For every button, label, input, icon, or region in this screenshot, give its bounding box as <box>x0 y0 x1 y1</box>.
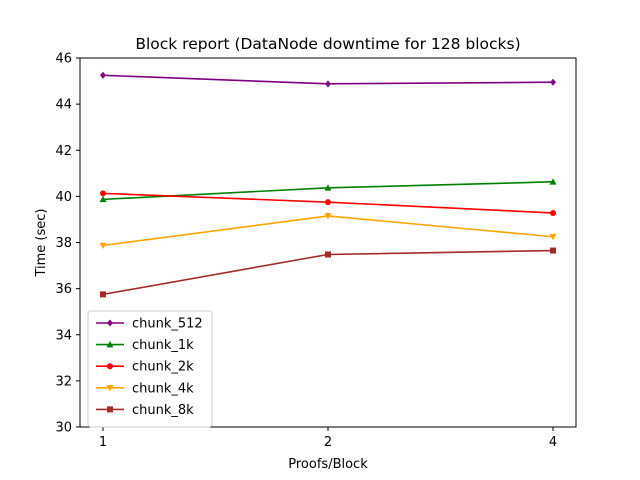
series-chunk_512 <box>100 71 556 88</box>
x-tick-label: 2 <box>324 435 332 450</box>
y-tick-label: 36 <box>55 282 72 297</box>
y-tick-label: 44 <box>55 98 72 113</box>
data-point <box>100 291 106 298</box>
legend-label: chunk_2k <box>132 360 194 375</box>
x-tick-label: 4 <box>549 435 557 450</box>
legend-label: chunk_4k <box>132 381 194 396</box>
y-tick-label: 32 <box>55 374 72 389</box>
legend-label: chunk_8k <box>132 403 194 418</box>
legend-marker <box>107 319 113 327</box>
data-point <box>99 242 107 249</box>
legend-item: chunk_4k <box>96 381 194 396</box>
legend: chunk_512 chunk_1k chunk_2k chunk_4k chunk_8… <box>87 310 213 428</box>
data-point <box>99 195 107 203</box>
y-axis-label: Time (sec) <box>34 208 49 277</box>
legend-marker <box>107 363 113 370</box>
y-tick-label: 40 <box>55 190 72 205</box>
legend-box <box>87 310 213 428</box>
data-point <box>324 213 332 220</box>
chart-title: Block report (DataNode downtime for 128 … <box>135 35 520 53</box>
data-point <box>549 233 557 241</box>
legend-item: chunk_1k <box>96 338 194 353</box>
legend-marker <box>106 341 114 348</box>
legend-label: chunk_512 <box>132 317 203 332</box>
data-point <box>549 178 557 185</box>
series-layer <box>99 71 557 298</box>
legend-item: chunk_8k <box>96 403 194 418</box>
y-tick-label: 46 <box>55 52 72 67</box>
data-point <box>550 209 556 216</box>
data-point <box>550 247 556 254</box>
data-point <box>325 80 331 88</box>
series-chunk_8k <box>100 247 556 298</box>
data-point <box>325 251 331 258</box>
data-point <box>550 78 556 86</box>
legend-item: chunk_512 <box>96 317 203 332</box>
y-tick-label: 38 <box>55 236 72 251</box>
series-chunk_4k <box>99 213 557 249</box>
y-tick-label: 42 <box>55 144 72 159</box>
series-chunk_2k <box>100 190 556 216</box>
x-axis-label: Proofs/Block <box>288 457 368 472</box>
y-tick-label: 34 <box>55 328 72 343</box>
data-point <box>100 190 106 197</box>
x-axis: 1 2 4 <box>99 427 557 450</box>
legend-item: chunk_2k <box>96 360 194 375</box>
data-point <box>100 71 106 79</box>
data-point <box>324 184 332 191</box>
y-tick-label: 30 <box>55 421 72 436</box>
y-axis: 30 32 34 36 38 40 42 44 46 <box>55 52 80 436</box>
legend-marker <box>107 406 113 413</box>
legend-marker <box>106 385 114 392</box>
x-tick-label: 1 <box>99 435 107 450</box>
data-point <box>325 199 331 206</box>
legend-label: chunk_1k <box>132 338 194 353</box>
